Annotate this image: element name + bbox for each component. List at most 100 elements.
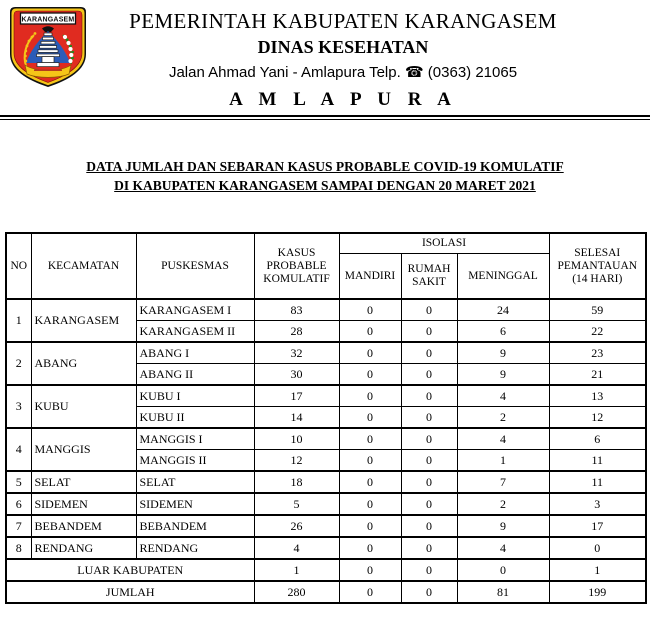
table-row: 6 SIDEMEN SIDEMEN 5 0 0 2 3 [5, 492, 647, 516]
cell-selesai: 23 [548, 341, 647, 364]
cell-rumah-sakit: 0 [400, 580, 458, 604]
cell-no: 7 [5, 514, 32, 538]
cell-puskesmas: ABANG II [135, 363, 255, 386]
cell-kasus: 12 [253, 449, 340, 472]
cell-no: 2 [5, 341, 32, 386]
cell-kasus: 32 [253, 341, 340, 364]
cell-mandiri: 0 [338, 492, 402, 516]
cell-selesai: 3 [548, 492, 647, 516]
cell-rumah-sakit: 0 [400, 341, 458, 364]
cell-meninggal: 2 [456, 406, 550, 429]
karangasem-seal-logo: KARANGASEM [10, 7, 86, 87]
cell-no: 3 [5, 384, 32, 429]
cell-meninggal: 0 [456, 558, 550, 582]
bird-icon [42, 26, 54, 32]
cell-rumah-sakit: 0 [400, 558, 458, 582]
cell-kecamatan: SELAT [30, 470, 137, 494]
table-row: 7 BEBANDEM BEBANDEM 26 0 0 9 17 [5, 514, 647, 538]
cell-kasus: 30 [253, 363, 340, 386]
cell-meninggal: 6 [456, 320, 550, 343]
header-mandiri: MANDIRI [338, 253, 402, 300]
agency-name: DINAS KESEHATAN [257, 37, 429, 57]
cotton-branch [62, 34, 75, 65]
cell-rumah-sakit: 0 [400, 492, 458, 516]
header-puskesmas: PUSKESMAS [135, 232, 255, 300]
cell-meninggal: 9 [456, 514, 550, 538]
cell-mandiri: 0 [338, 384, 402, 407]
cell-no: 8 [5, 536, 32, 560]
cell-puskesmas: SIDEMEN [135, 492, 255, 516]
cell-meninggal: 9 [456, 363, 550, 386]
cell-meninggal: 4 [456, 384, 550, 407]
title-line-2: DI KABUPATEN KARANGASEM SAMPAI DENGAN 20… [114, 178, 536, 193]
cell-mandiri: 0 [338, 406, 402, 429]
rice-stalk [23, 32, 37, 67]
cell-rumah-sakit: 0 [400, 449, 458, 472]
cell-mandiri: 0 [338, 514, 402, 538]
cell-puskesmas: ABANG I [135, 341, 255, 364]
cell-summary-label: LUAR KABUPATEN [5, 558, 255, 582]
cell-rumah-sakit: 0 [400, 514, 458, 538]
cell-rumah-sakit: 0 [400, 320, 458, 343]
cell-mandiri: 0 [338, 536, 402, 560]
government-name: PEMERINTAH KABUPATEN KARANGASEM [129, 9, 557, 33]
cell-meninggal: 2 [456, 492, 550, 516]
cell-puskesmas: RENDANG [135, 536, 255, 560]
table-row: 8 RENDANG RENDANG 4 0 0 4 0 [5, 536, 647, 560]
letterhead-divider [0, 115, 650, 120]
cell-kasus: 280 [253, 580, 340, 604]
ribbon-motto-text [34, 69, 62, 71]
cell-mandiri: 0 [338, 320, 402, 343]
cell-kasus: 83 [253, 298, 340, 321]
cell-no: 6 [5, 492, 32, 516]
cell-puskesmas: KARANGASEM II [135, 320, 255, 343]
seal-banner-text: KARANGASEM [22, 16, 75, 23]
table-body: 1 KARANGASEM KARANGASEM I 83 0 0 24 59 KARANGAS… [5, 298, 647, 604]
cell-kecamatan: KARANGASEM [30, 298, 137, 343]
cell-mandiri: 0 [338, 580, 402, 604]
cell-mandiri: 0 [338, 427, 402, 450]
cell-puskesmas: BEBANDEM [135, 514, 255, 538]
table-row: 5 SELAT SELAT 18 0 0 7 11 [5, 470, 647, 494]
cell-no: 5 [5, 470, 32, 494]
cell-rumah-sakit: 0 [400, 470, 458, 494]
cell-rumah-sakit: 0 [400, 536, 458, 560]
letterhead: KARANGASEM [0, 0, 650, 120]
address-pre: Jalan Ahmad Yani - Amlapura Telp. [168, 64, 401, 81]
cell-kecamatan: KUBU [30, 384, 137, 429]
summary-row-jumlah: JUMLAH 280 0 0 81 199 [5, 580, 647, 604]
cell-rumah-sakit: 0 [400, 427, 458, 450]
table-row: 2 ABANG ABANG I 32 0 0 9 23 [5, 341, 647, 386]
table-header: NO KECAMATAN PUSKESMAS KASUS PROBABLE KO… [5, 232, 647, 300]
cell-selesai: 1 [548, 558, 647, 582]
cell-kasus: 17 [253, 384, 340, 407]
cell-mandiri: 0 [338, 449, 402, 472]
cell-puskesmas: KUBU II [135, 406, 255, 429]
cell-rumah-sakit: 0 [400, 406, 458, 429]
cell-selesai: 12 [548, 406, 647, 429]
header-selesai: SELESAI PEMANTAUAN (14 HARI) [548, 232, 647, 300]
cell-selesai: 6 [548, 427, 647, 450]
cell-puskesmas: KUBU I [135, 384, 255, 407]
table-row: KUBU II 14 0 0 2 12 [6, 406, 647, 429]
cell-kecamatan: ABANG [30, 341, 137, 386]
cell-meninggal: 24 [456, 298, 550, 321]
cell-selesai: 11 [548, 449, 647, 472]
header-isolasi: ISOLASI [338, 232, 550, 254]
cell-no: 4 [5, 427, 32, 472]
cell-kecamatan: SIDEMEN [30, 492, 137, 516]
address-line: Jalan Ahmad Yani - Amlapura Telp. ☎ (036… [62, 63, 624, 81]
cell-meninggal: 1 [456, 449, 550, 472]
cell-meninggal: 9 [456, 341, 550, 364]
cell-meninggal: 7 [456, 470, 550, 494]
cell-kecamatan: MANGGIS [30, 427, 137, 472]
cell-rumah-sakit: 0 [400, 363, 458, 386]
document-title: DATA JUMLAH DAN SEBARAN KASUS PROBABLE C… [0, 157, 650, 195]
seal-banner [19, 12, 77, 25]
cell-kasus: 5 [253, 492, 340, 516]
cell-selesai: 11 [548, 470, 647, 494]
header-kecamatan: KECAMATAN [30, 232, 137, 300]
cell-selesai: 17 [548, 514, 647, 538]
cell-kecamatan: RENDANG [30, 536, 137, 560]
city-name: A M L A P U R A [229, 89, 457, 110]
